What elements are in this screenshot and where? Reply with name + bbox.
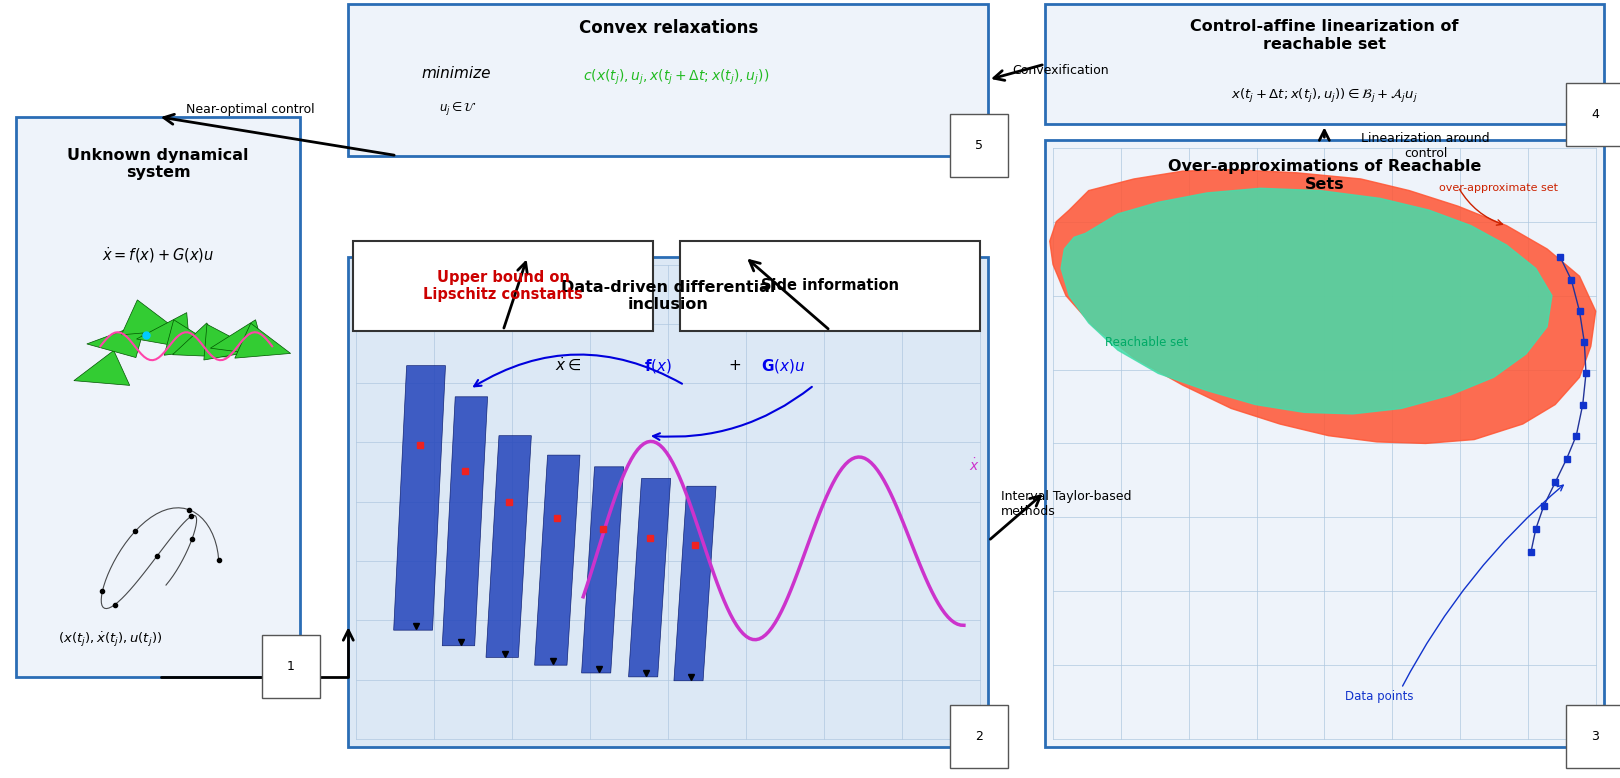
Text: Control-affine linearization of
reachable set: Control-affine linearization of reachabl… xyxy=(1191,19,1458,52)
Text: $\mathbf{f}(x)$: $\mathbf{f}(x)$ xyxy=(643,356,672,375)
Polygon shape xyxy=(75,350,130,385)
FancyBboxPatch shape xyxy=(348,4,988,156)
Text: 5: 5 xyxy=(975,138,983,152)
Polygon shape xyxy=(535,455,580,665)
Text: $\mathbf{G}(x)u$: $\mathbf{G}(x)u$ xyxy=(760,356,805,375)
Text: $+$: $+$ xyxy=(727,358,742,373)
Polygon shape xyxy=(674,486,716,681)
Polygon shape xyxy=(164,320,219,356)
Polygon shape xyxy=(235,323,290,358)
Polygon shape xyxy=(122,300,177,335)
FancyBboxPatch shape xyxy=(353,241,653,331)
Polygon shape xyxy=(582,467,624,673)
Text: $\dot{x} = f(x) + G(x)u$: $\dot{x} = f(x) + G(x)u$ xyxy=(102,245,214,265)
Text: Convex relaxations: Convex relaxations xyxy=(578,19,758,37)
Polygon shape xyxy=(136,313,190,349)
Polygon shape xyxy=(204,324,258,360)
Text: Unknown dynamical
system: Unknown dynamical system xyxy=(66,148,249,180)
FancyBboxPatch shape xyxy=(1045,140,1604,747)
Polygon shape xyxy=(486,436,531,657)
Text: minimize: minimize xyxy=(421,66,491,82)
Text: 3: 3 xyxy=(1591,730,1599,743)
Polygon shape xyxy=(1050,170,1596,443)
Text: $\dot{x} \in $: $\dot{x} \in $ xyxy=(554,357,582,374)
Polygon shape xyxy=(394,366,446,630)
Polygon shape xyxy=(172,323,228,357)
Text: $u_j \in \mathcal{U}$: $u_j \in \mathcal{U}$ xyxy=(439,100,478,117)
Text: Linearization around
control: Linearization around control xyxy=(1361,132,1490,160)
Text: Side information: Side information xyxy=(761,279,899,293)
Text: Data-driven differential
inclusion: Data-driven differential inclusion xyxy=(561,280,776,313)
FancyBboxPatch shape xyxy=(680,241,980,331)
Text: 1: 1 xyxy=(287,660,295,673)
Text: 4: 4 xyxy=(1591,107,1599,121)
Text: Interval Taylor-based
methods: Interval Taylor-based methods xyxy=(1001,490,1132,518)
Text: $(x(t_j), \dot{x}(t_j), u(t_j))$: $(x(t_j), \dot{x}(t_j), u(t_j))$ xyxy=(58,630,162,649)
FancyBboxPatch shape xyxy=(16,117,300,677)
Text: $x(t_j + \Delta t; x(t_j), u_j)) \in \mathcal{B}_j + \mathcal{A}_j u_j$: $x(t_j + \Delta t; x(t_j), u_j)) \in \ma… xyxy=(1231,87,1418,105)
Polygon shape xyxy=(211,320,266,356)
Polygon shape xyxy=(629,478,671,677)
FancyBboxPatch shape xyxy=(1045,4,1604,124)
Text: 2: 2 xyxy=(975,730,983,743)
Polygon shape xyxy=(1061,188,1552,414)
Text: Convexification: Convexification xyxy=(1012,64,1110,77)
Text: Upper bound on
Lipschitz constants: Upper bound on Lipschitz constants xyxy=(423,270,583,302)
Polygon shape xyxy=(87,322,146,358)
Text: over-approximate set: over-approximate set xyxy=(1439,183,1557,193)
Text: Data points: Data points xyxy=(1345,690,1413,703)
FancyBboxPatch shape xyxy=(348,257,988,747)
Text: Over-approximations of Reachable
Sets: Over-approximations of Reachable Sets xyxy=(1168,159,1481,192)
Polygon shape xyxy=(442,397,488,646)
Text: Near-optimal control: Near-optimal control xyxy=(186,103,314,116)
Text: $\dot{x}$: $\dot{x}$ xyxy=(969,457,980,474)
Text: Reachable set: Reachable set xyxy=(1105,336,1187,349)
Text: $c(x(t_j), u_j, x(t_j + \Delta t; x(t_j), u_j))$: $c(x(t_j), u_j, x(t_j + \Delta t; x(t_j)… xyxy=(583,68,769,87)
